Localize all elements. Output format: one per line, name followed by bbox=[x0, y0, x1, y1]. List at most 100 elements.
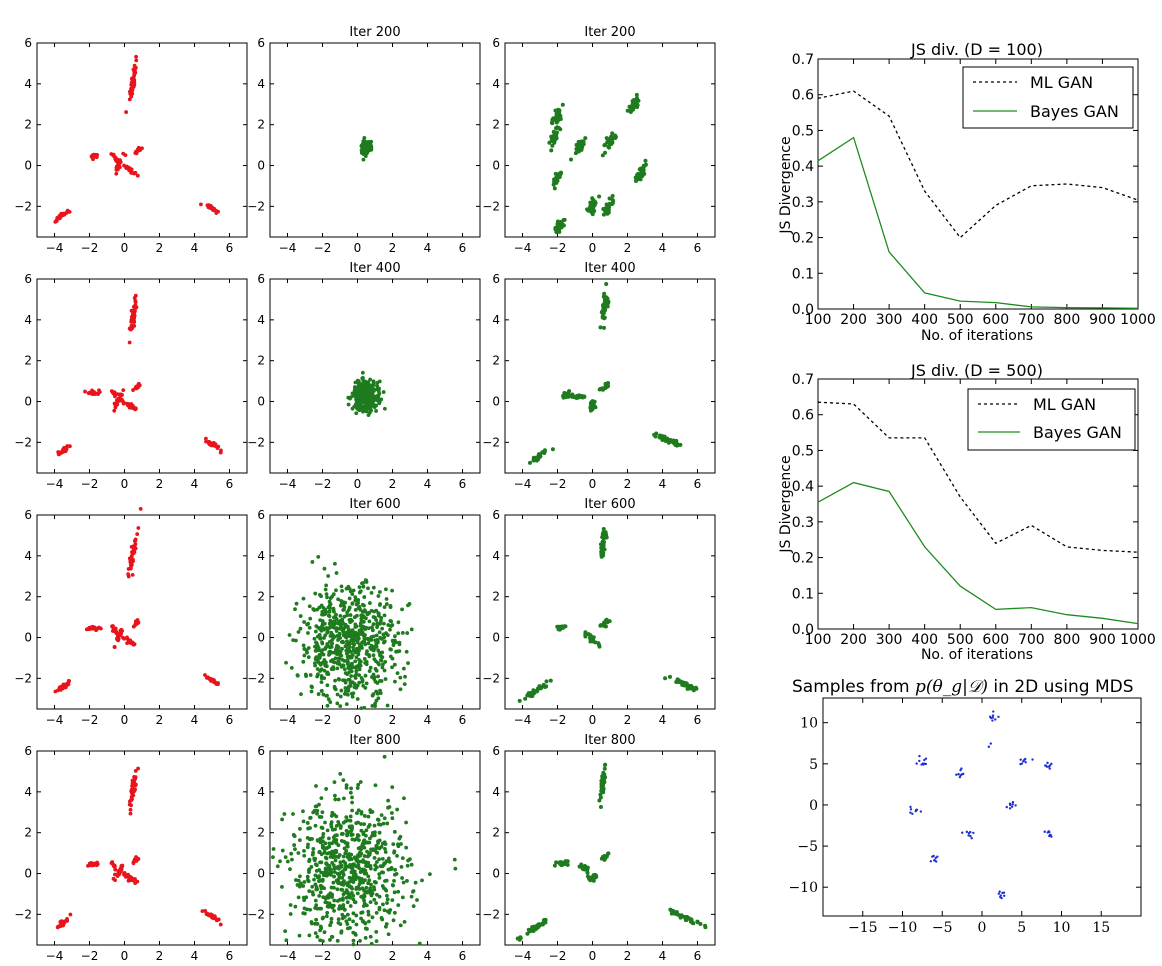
sample-point bbox=[367, 410, 372, 415]
sample-point bbox=[371, 672, 376, 677]
sample-point bbox=[392, 849, 397, 854]
sample-point bbox=[344, 783, 349, 788]
sample-point bbox=[363, 379, 368, 384]
sample-point bbox=[602, 855, 607, 860]
sample-point bbox=[332, 660, 337, 665]
ml-gan-panel: −4 −2 0 2 4 6 6 4 2 0 −2 Iter 800 bbox=[247, 733, 481, 963]
sample-point bbox=[313, 882, 318, 887]
data-point bbox=[115, 402, 120, 407]
x-tick-label: 4 bbox=[191, 949, 199, 963]
sample-point bbox=[311, 607, 316, 611]
data-point bbox=[127, 402, 131, 406]
sample-point bbox=[352, 615, 357, 620]
sample-point bbox=[411, 904, 416, 909]
sample-point bbox=[376, 661, 380, 665]
sample-point bbox=[347, 917, 352, 922]
sample-point bbox=[378, 602, 383, 606]
data-point bbox=[115, 392, 120, 397]
sample-point bbox=[364, 903, 369, 908]
sample-point bbox=[301, 643, 306, 648]
sample-point bbox=[366, 881, 371, 886]
x-tick-label: 300 bbox=[876, 632, 903, 648]
legend-label-ml-gan: ML GAN bbox=[1033, 395, 1096, 414]
sample-point bbox=[354, 655, 359, 660]
sample-point bbox=[396, 649, 400, 654]
sample-point bbox=[374, 910, 379, 915]
sample-point bbox=[341, 778, 346, 783]
sample-point bbox=[341, 903, 346, 907]
mds-point bbox=[959, 768, 962, 772]
sample-point bbox=[405, 863, 410, 868]
sample-point bbox=[360, 581, 364, 586]
sample-point bbox=[305, 874, 310, 879]
sample-point bbox=[326, 613, 331, 618]
sample-point bbox=[349, 674, 354, 678]
sample-point bbox=[350, 800, 354, 805]
sample-point bbox=[569, 157, 574, 162]
data-point bbox=[113, 867, 118, 872]
sample-point bbox=[384, 597, 389, 601]
axes-frame bbox=[36, 514, 248, 710]
data-point bbox=[132, 544, 137, 549]
sample-point bbox=[314, 917, 319, 922]
sample-point bbox=[386, 856, 391, 861]
sample-point bbox=[280, 885, 284, 889]
data-point bbox=[203, 673, 207, 677]
sample-point bbox=[327, 836, 331, 841]
sample-point bbox=[385, 909, 390, 914]
sample-point bbox=[352, 685, 357, 690]
x-tick-label: 10 bbox=[1053, 920, 1071, 936]
sample-point bbox=[371, 634, 376, 639]
x-tick-label: 4 bbox=[424, 477, 432, 491]
sample-point bbox=[453, 866, 458, 871]
sample-point bbox=[606, 137, 611, 142]
sample-point bbox=[600, 153, 605, 158]
x-tick-label: 2 bbox=[156, 713, 164, 727]
x-tick-label: 4 bbox=[424, 241, 432, 255]
data-point bbox=[110, 624, 114, 629]
sample-point bbox=[361, 625, 365, 630]
x-tick-label: −4 bbox=[279, 241, 297, 255]
data-point bbox=[210, 678, 215, 682]
sample-point bbox=[344, 881, 349, 886]
data-point bbox=[118, 867, 123, 872]
mds-point bbox=[919, 810, 923, 813]
x-tick-label: 0 bbox=[978, 920, 987, 936]
sample-point bbox=[560, 625, 565, 630]
data-point bbox=[131, 313, 136, 318]
sample-point bbox=[527, 929, 532, 934]
sample-point bbox=[319, 667, 324, 672]
sample-point bbox=[539, 921, 544, 926]
y-tick-label: 2 bbox=[492, 354, 500, 368]
data-point bbox=[133, 304, 137, 309]
sample-point bbox=[328, 903, 332, 908]
y-tick-label: 0.4 bbox=[792, 159, 814, 175]
y-tick-label: 0 bbox=[492, 631, 500, 645]
sample-point bbox=[374, 403, 379, 408]
panel-title: Iter 600 bbox=[349, 497, 400, 512]
sample-point bbox=[360, 646, 364, 650]
sample-point bbox=[325, 901, 330, 905]
data-point bbox=[134, 384, 138, 389]
sample-point bbox=[332, 854, 337, 859]
sample-point bbox=[375, 621, 380, 626]
sample-point bbox=[632, 102, 637, 107]
data-point bbox=[116, 636, 120, 640]
bayes-gan-panel: −4 −2 0 2 4 6 6 4 2 0 −2 Iter 800 bbox=[482, 733, 716, 963]
x-tick-label: −4 bbox=[514, 949, 532, 963]
sample-point bbox=[405, 879, 409, 883]
sample-point bbox=[368, 887, 373, 892]
sample-point bbox=[603, 300, 608, 305]
sample-point bbox=[362, 854, 367, 858]
y-tick-label: 6 bbox=[24, 744, 32, 758]
y-tick-label: 2 bbox=[257, 118, 265, 132]
sample-point bbox=[352, 404, 357, 409]
x-tick-label: 6 bbox=[459, 713, 467, 727]
mds-point bbox=[970, 837, 973, 840]
sample-point bbox=[328, 644, 333, 649]
sample-point bbox=[366, 145, 370, 150]
sample-point bbox=[404, 649, 409, 654]
sample-point bbox=[583, 136, 588, 141]
axes-frame bbox=[504, 42, 716, 238]
sample-point bbox=[337, 853, 342, 857]
